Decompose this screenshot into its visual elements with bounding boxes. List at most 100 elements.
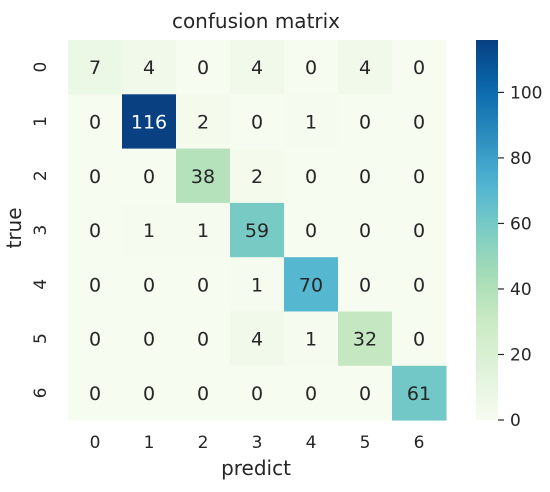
- x-tick-label: 6: [414, 433, 425, 453]
- cell-value-label: 2: [251, 166, 263, 188]
- heatmap-cell: [122, 202, 177, 258]
- y-tick-label: 4: [31, 279, 51, 290]
- heatmap-cell: [338, 365, 393, 421]
- heatmap-cell: [338, 202, 393, 258]
- cell-value-label: 0: [413, 220, 425, 242]
- heatmap-cell: [122, 40, 177, 95]
- heatmap-cell: [392, 365, 447, 421]
- heatmap-cell: [338, 257, 393, 312]
- heatmap-cell: [68, 365, 123, 421]
- cell-value-label: 0: [89, 166, 101, 188]
- cell-value-label: 0: [89, 274, 101, 296]
- cell-value-label: 0: [413, 57, 425, 79]
- cell-value-label: 0: [197, 329, 209, 351]
- x-tick-label: 3: [252, 433, 263, 453]
- heatmap-cell: [392, 94, 447, 150]
- cell-value-label: 1: [143, 220, 155, 242]
- x-tick-labels: 0 1 2 3 4 5 6: [90, 433, 425, 453]
- cell-value-label: 0: [359, 111, 371, 133]
- heatmap-cell: [176, 311, 231, 367]
- y-tick-label: 6: [31, 388, 51, 399]
- y-tick-label: 2: [31, 170, 51, 181]
- cell-value-label: 0: [413, 166, 425, 188]
- cell-value-label: 38: [191, 166, 215, 188]
- colorbar-tick-label: 20: [510, 345, 532, 365]
- heatmap-cell: [230, 311, 285, 367]
- heatmap-cell: [230, 40, 285, 95]
- cell-value-label: 1: [305, 111, 317, 133]
- heatmap-cell: [230, 202, 285, 258]
- cell-value-label: 0: [305, 383, 317, 405]
- colorbar: [476, 40, 498, 420]
- colorbar-tick-label: 80: [510, 149, 532, 169]
- cell-value-label: 4: [143, 57, 155, 79]
- cell-value-label: 0: [89, 329, 101, 351]
- cell-value-label: 4: [359, 57, 371, 79]
- heatmap-cell: [68, 257, 123, 312]
- cell-value-label: 0: [359, 220, 371, 242]
- x-tick-label: 5: [360, 433, 371, 453]
- x-tick-label: 2: [198, 433, 209, 453]
- cell-value-label: 59: [245, 220, 269, 242]
- cell-value-label: 0: [197, 57, 209, 79]
- heatmap-cell: [284, 257, 339, 312]
- cell-value-label: 0: [89, 220, 101, 242]
- heatmap-cell: [230, 257, 285, 312]
- cell-value-label: 1: [197, 220, 209, 242]
- cell-value-label: 0: [359, 166, 371, 188]
- cell-value-label: 1: [251, 274, 263, 296]
- cell-value-label: 0: [413, 111, 425, 133]
- heatmap-cell: [338, 148, 393, 204]
- colorbar-tick-label: 100: [510, 83, 542, 103]
- cell-value-label: 0: [89, 111, 101, 133]
- heatmap-cell: [68, 40, 123, 95]
- heatmap-cell: [338, 311, 393, 367]
- cell-value-label: 0: [413, 274, 425, 296]
- heatmap-cell: [230, 365, 285, 421]
- heatmap-cell: [392, 202, 447, 258]
- heatmap-cell: [176, 365, 231, 421]
- heatmap-cell: [122, 311, 177, 367]
- heatmap-cell: [392, 311, 447, 367]
- cell-value-label: 1: [305, 329, 317, 351]
- cell-value-label: 0: [143, 274, 155, 296]
- cell-value-label: 0: [305, 166, 317, 188]
- heatmap-cell: [122, 365, 177, 421]
- heatmap-cell: [392, 257, 447, 312]
- heatmap-cell: [176, 94, 231, 150]
- cell-value-label: 0: [251, 111, 263, 133]
- heatmap-cell: [176, 148, 231, 204]
- y-axis-label: true: [2, 207, 26, 248]
- x-axis-label: predict: [221, 456, 291, 480]
- heatmap-cell: [176, 202, 231, 258]
- colorbar-ticks: 0 20 40 60 80 100: [498, 83, 542, 431]
- heatmap-cell: [122, 94, 177, 150]
- colorbar-tick-label: 60: [510, 214, 532, 234]
- heatmap-cell: [338, 94, 393, 150]
- heatmap-cells: 7 4 0 4 0 4 0 0 116 2 0 1 0 0 0 0 38 2 0 0 0 0 1 1 59 0 0 0 0 0 0 1 70 0 0…: [68, 40, 447, 421]
- y-tick-labels: 0 1 2 3 4 5 6: [31, 62, 51, 399]
- heatmap-cell: [68, 202, 123, 258]
- y-tick-label: 1: [31, 116, 51, 127]
- y-tick-label: 5: [31, 333, 51, 344]
- colorbar-tick-label: 0: [510, 411, 521, 431]
- y-tick-label: 3: [31, 225, 51, 236]
- cell-value-label: 7: [89, 57, 101, 79]
- cell-value-label: 0: [143, 383, 155, 405]
- heatmap-cell: [176, 257, 231, 312]
- cell-value-label: 0: [251, 383, 263, 405]
- heatmap-cell: [338, 40, 393, 95]
- cell-value-label: 70: [299, 274, 323, 296]
- x-tick-label: 1: [144, 433, 155, 453]
- heatmap-cell: [284, 311, 339, 367]
- cell-value-label: 0: [359, 383, 371, 405]
- cell-value-label: 0: [305, 220, 317, 242]
- heatmap-cell: [68, 148, 123, 204]
- cell-value-label: 0: [197, 383, 209, 405]
- cell-value-label: 2: [197, 111, 209, 133]
- x-tick-label: 0: [90, 433, 101, 453]
- cell-value-label: 116: [131, 111, 167, 133]
- heatmap-cell: [230, 94, 285, 150]
- heatmap-cell: [284, 365, 339, 421]
